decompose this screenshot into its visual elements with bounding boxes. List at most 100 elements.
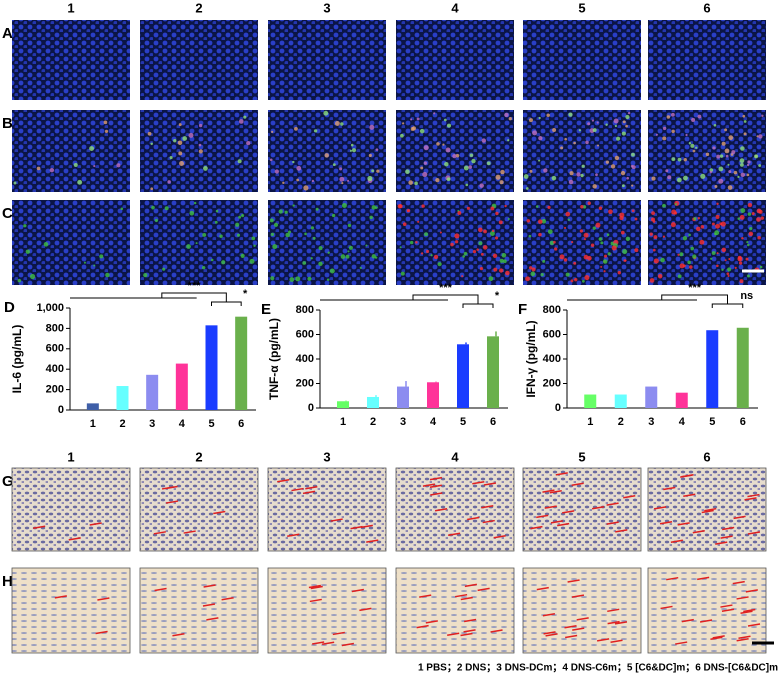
y-axis-title: IFN-γ (pg/mL) [524, 320, 538, 397]
stain-dot [243, 115, 247, 119]
arrow [677, 522, 690, 526]
stain-dot [221, 260, 226, 265]
stain-dot [700, 173, 706, 179]
stain-dot [215, 209, 219, 213]
stain-dot [573, 261, 577, 265]
stain-dot [162, 267, 166, 271]
x-tick-label: 4 [430, 416, 437, 428]
micrograph [523, 20, 641, 100]
stain-dot [188, 132, 194, 138]
bar [457, 344, 469, 408]
stain-dot [310, 226, 315, 230]
stain-dot [450, 242, 454, 247]
column-header: 3 [323, 0, 330, 15]
x-tick-label: 4 [179, 418, 186, 430]
stain-dot [595, 222, 601, 228]
arrow [747, 623, 761, 627]
stain-dot [471, 158, 476, 164]
stain-dot [83, 261, 86, 264]
arrow [571, 594, 585, 598]
stain-dot [697, 217, 701, 220]
y-tick-label: 800 [296, 304, 314, 316]
arrow [302, 490, 316, 495]
stain-dot [93, 164, 96, 168]
arrow [606, 502, 619, 506]
stain-dot [746, 173, 750, 177]
arrow [463, 629, 476, 633]
stain-dot [590, 243, 595, 248]
stain-dot [93, 264, 96, 267]
stain-dot [691, 117, 696, 122]
column-header: 6 [703, 0, 710, 15]
stain-dot [607, 252, 611, 256]
arrow [165, 500, 179, 504]
stain-dot [498, 268, 504, 273]
stain-dot [489, 231, 495, 236]
stain-dot [547, 229, 553, 235]
stain-dot [532, 130, 538, 136]
stain-dot [347, 250, 350, 253]
stain-dot [631, 152, 635, 157]
stain-dot [482, 245, 488, 250]
stain-dot [551, 175, 557, 181]
stain-dot [573, 141, 576, 145]
stain-dot [541, 218, 547, 224]
stain-dot [423, 145, 429, 151]
stain-dot [737, 175, 740, 179]
stain-dot [543, 168, 548, 173]
stain-dot [169, 156, 173, 160]
stain-dot [415, 241, 418, 244]
stain-dot [346, 179, 350, 182]
stain-dot [567, 218, 571, 221]
stain-dot [756, 217, 761, 222]
stain-dot [436, 142, 440, 146]
stain-dot [651, 176, 656, 181]
bar [706, 330, 719, 408]
micrograph [268, 20, 386, 100]
stain-dot [733, 170, 738, 175]
stain-dot [546, 113, 550, 118]
stain-dot [446, 123, 452, 128]
stain-dot [349, 149, 353, 152]
stain-dot [178, 151, 183, 156]
bracket [711, 303, 744, 308]
stain-dot [339, 176, 345, 182]
micrograph [395, 467, 515, 552]
stain-dot [324, 153, 329, 158]
stain-dot [501, 253, 507, 258]
stain-dot [274, 169, 279, 174]
arrow [564, 625, 577, 629]
stain-dot [600, 265, 603, 268]
micrograph [139, 567, 259, 654]
stain-dot [523, 174, 529, 179]
stain-dot [760, 216, 765, 220]
column-header: 4 [451, 0, 459, 15]
column-header: 5 [578, 0, 585, 15]
x-tick-label: 1 [90, 418, 96, 430]
stain-dot [695, 146, 698, 149]
stain-dot [565, 272, 570, 277]
x-tick-label: 2 [370, 416, 376, 428]
stain-dot [671, 129, 675, 134]
stain-dot [716, 154, 721, 159]
stain-dot [426, 249, 430, 254]
stain-dot [714, 185, 718, 188]
stain-dot [634, 248, 639, 253]
y-tick-label: 400 [543, 353, 561, 365]
arrow [153, 531, 166, 535]
stain-dot [580, 173, 584, 178]
stain-dot [747, 202, 753, 208]
arrow [743, 608, 756, 613]
stain-dot [273, 222, 279, 227]
arrow [683, 493, 696, 498]
stain-dot [433, 112, 436, 115]
arrow [550, 520, 564, 524]
stain-dot [246, 141, 251, 146]
stain-dot [757, 236, 761, 240]
column-header: 1 [67, 449, 74, 464]
stain-dot [737, 217, 741, 220]
stain-dot [655, 133, 658, 136]
y-tick-label: 600 [46, 343, 64, 355]
stain-dot [486, 161, 491, 166]
